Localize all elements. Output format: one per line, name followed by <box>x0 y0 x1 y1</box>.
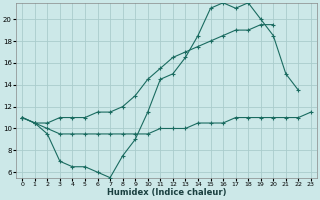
X-axis label: Humidex (Indice chaleur): Humidex (Indice chaleur) <box>107 188 226 197</box>
